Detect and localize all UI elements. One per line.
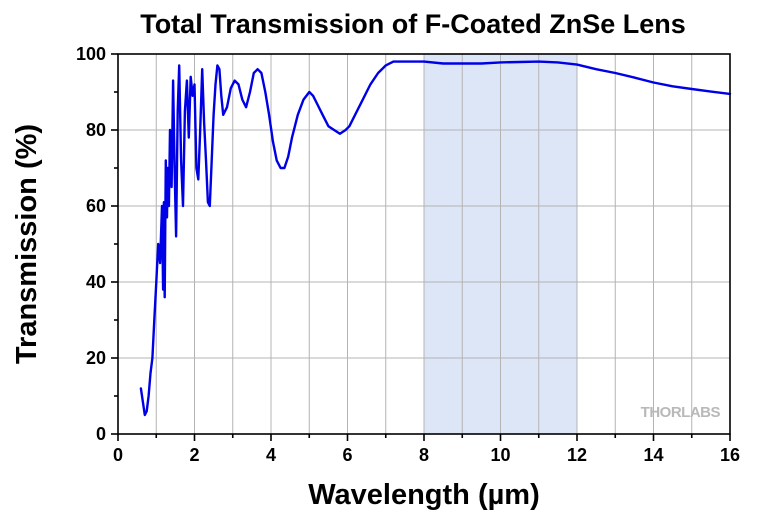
grid-lines (118, 54, 730, 434)
series-line (139, 60, 732, 417)
x-tick-label: 14 (643, 445, 663, 465)
x-tick-label: 8 (419, 445, 429, 465)
thorlabs-logo: THORLABS (641, 404, 721, 421)
y-axis-label: Transmission (%) (11, 124, 43, 364)
y-tick-label: 20 (86, 348, 106, 368)
x-tick-label: 6 (342, 445, 352, 465)
x-tick-label: 16 (720, 445, 740, 465)
x-tick-label: 4 (266, 445, 276, 465)
y-tick-label: 100 (76, 44, 106, 64)
y-tick-labels: 0 20 40 60 80 100 (76, 44, 106, 444)
x-tick-labels: 0 2 4 6 8 10 12 14 16 (113, 445, 740, 465)
x-axis-label: Wavelength (µm) (308, 479, 540, 511)
chart-title: Total Transmission of F-Coated ZnSe Lens (140, 9, 686, 39)
x-tick-label: 0 (113, 445, 123, 465)
y-tick-label: 80 (86, 120, 106, 140)
x-tick-label: 2 (189, 445, 199, 465)
x-tick-label: 12 (567, 445, 587, 465)
y-tick-label: 0 (96, 424, 106, 444)
axis-ticks (111, 53, 731, 441)
y-tick-label: 60 (86, 196, 106, 216)
x-tick-label: 10 (490, 445, 510, 465)
y-tick-label: 40 (86, 272, 106, 292)
